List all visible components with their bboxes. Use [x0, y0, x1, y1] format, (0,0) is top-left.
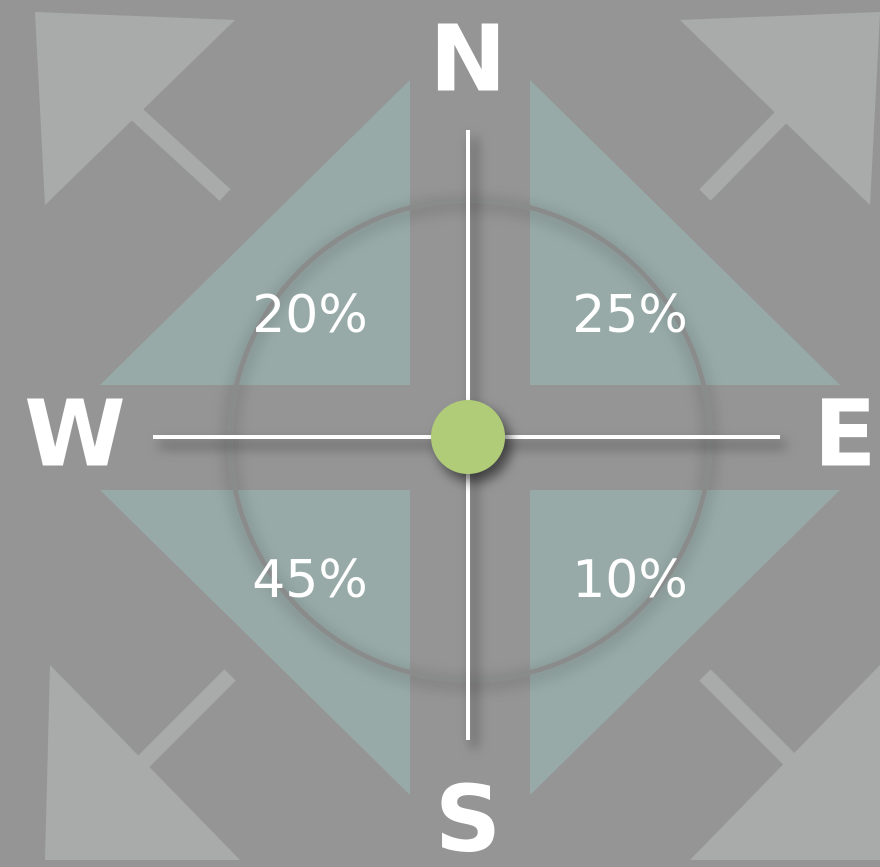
quadrant-label: 20% — [252, 285, 368, 345]
quadrant-label: 10% — [572, 550, 688, 610]
quadrant-triangles — [100, 80, 840, 795]
quadrant-nw — [100, 80, 410, 385]
direction-north: N — [430, 5, 507, 112]
quadrant-label: 45% — [252, 550, 368, 610]
quadrant-ne — [530, 80, 840, 385]
quadrant-label: 25% — [572, 285, 688, 345]
center-dot — [431, 400, 505, 474]
arrow-stem — [699, 669, 801, 771]
direction-south: S — [435, 765, 501, 867]
arrow-stem — [699, 102, 796, 201]
quadrant-sw — [100, 490, 410, 795]
arrow-stem — [124, 102, 231, 201]
direction-east: E — [814, 380, 877, 487]
quadrant-se — [530, 490, 840, 795]
corner-arrows — [35, 12, 880, 860]
arrow-stem — [134, 669, 236, 771]
direction-west: W — [24, 380, 125, 487]
